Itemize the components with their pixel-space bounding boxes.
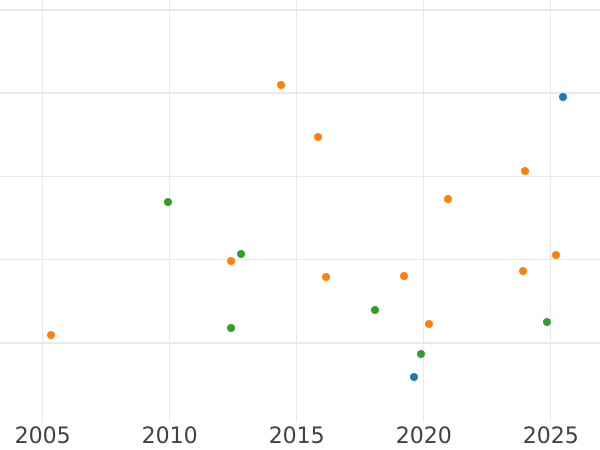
horizontal-gridline — [0, 258, 600, 261]
data-point-orange — [277, 80, 286, 89]
data-point-orange — [425, 319, 434, 328]
data-point-green — [416, 349, 425, 358]
x-tick-label: 2025 — [522, 424, 579, 449]
data-point-blue — [558, 93, 567, 102]
data-point-green — [542, 318, 551, 327]
data-point-orange — [444, 194, 453, 203]
data-point-orange — [520, 166, 529, 175]
data-point-orange — [314, 132, 323, 141]
vertical-gridline — [549, 0, 552, 422]
x-tick-label: 2015 — [268, 424, 325, 449]
data-point-orange — [400, 272, 409, 281]
horizontal-gridline — [0, 175, 600, 178]
vertical-gridline — [168, 0, 171, 422]
x-tick-label: 2005 — [14, 424, 71, 449]
data-point-orange — [226, 256, 235, 265]
x-axis: 2005 2010 2015 2020 2025 — [0, 422, 600, 450]
x-tick-label: 2020 — [395, 424, 452, 449]
plot-area — [0, 0, 600, 422]
data-point-green — [164, 198, 173, 207]
data-point-orange — [518, 266, 527, 275]
data-point-orange — [46, 331, 55, 340]
x-tick-label: 2010 — [141, 424, 198, 449]
data-point-green — [226, 323, 235, 332]
vertical-gridline — [295, 0, 298, 422]
vertical-gridline — [422, 0, 425, 422]
data-point-orange — [321, 273, 330, 282]
data-point-orange — [552, 250, 561, 259]
data-point-green — [237, 249, 246, 258]
vertical-gridline — [41, 0, 44, 422]
horizontal-gridline — [0, 342, 600, 344]
data-point-green — [370, 306, 379, 315]
data-point-blue — [410, 373, 419, 382]
horizontal-gridline — [0, 92, 600, 94]
horizontal-gridline — [0, 9, 600, 11]
